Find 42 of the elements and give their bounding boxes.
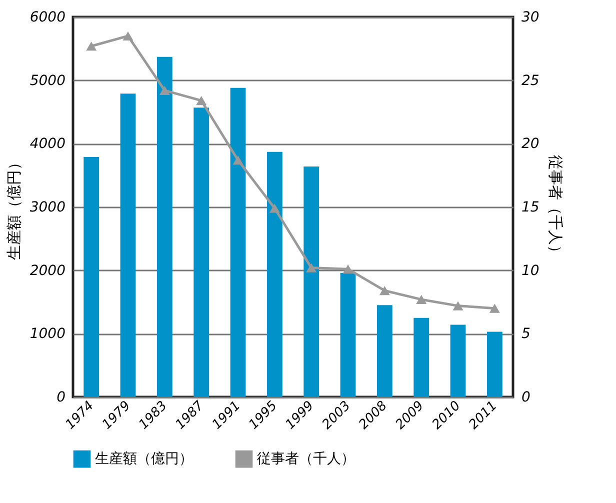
point [306, 263, 317, 272]
bar [84, 156, 100, 397]
y2-tick-label: 20 [522, 136, 540, 152]
y-tick-label: 0 [56, 390, 66, 406]
bar [414, 318, 430, 397]
bar [266, 152, 282, 397]
legend-label: 生産額（億円） [95, 451, 193, 468]
bar [156, 56, 172, 397]
bar [340, 272, 356, 397]
y2-tick-label: 5 [522, 326, 530, 342]
y2-tick-label: 30 [522, 10, 540, 26]
y2-tick-label: 25 [522, 72, 540, 89]
y-tick-label: 4000 [30, 136, 66, 152]
bar [120, 94, 136, 397]
y2-tick-label: 0 [522, 390, 530, 406]
bar [486, 332, 502, 397]
y-axis-title: 生産額（億円） [4, 155, 23, 260]
point [196, 96, 207, 106]
point [342, 264, 354, 274]
point [379, 286, 390, 296]
y2-tick-label: 10 [522, 262, 540, 279]
y2-axis-title: 従事者（千人） [546, 155, 564, 260]
point [159, 86, 170, 96]
y-tick-label: 1000 [30, 326, 66, 342]
point [122, 31, 134, 41]
point [452, 301, 464, 310]
point [86, 42, 97, 51]
point [269, 204, 280, 213]
point [416, 294, 427, 304]
y-tick-label: 6000 [30, 10, 66, 26]
point [232, 156, 244, 165]
y-tick-label: 5000 [30, 72, 66, 89]
bar [450, 324, 466, 397]
bar [376, 305, 392, 397]
y-tick-label: 3000 [30, 200, 66, 216]
bar [304, 166, 320, 397]
bar [230, 88, 246, 397]
bar [194, 108, 210, 397]
legend-label: 従事者（千人） [257, 451, 355, 468]
point [489, 304, 500, 313]
y2-tick-label: 15 [522, 200, 540, 216]
y-tick-label: 2000 [30, 262, 66, 279]
